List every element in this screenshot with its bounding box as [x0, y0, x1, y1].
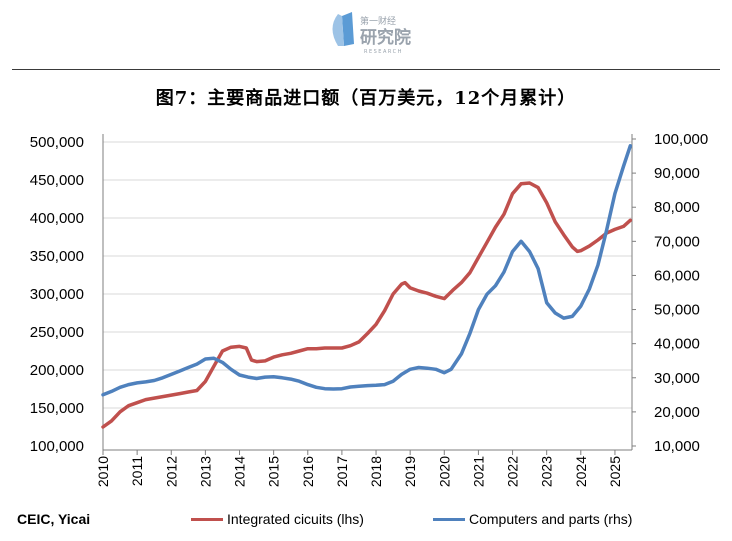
- y-tick-label-right: 90,000: [654, 165, 700, 182]
- y-tick-label-right: 80,000: [654, 199, 700, 216]
- x-tick-label: 2019: [402, 456, 418, 487]
- x-tick-label: 2018: [368, 456, 384, 487]
- y-tick-label-left: 450,000: [30, 172, 84, 189]
- x-tick-label: 2020: [436, 456, 452, 487]
- series-line-integrated-circuits: [101, 181, 633, 429]
- x-tick-label: 2010: [95, 456, 111, 487]
- yicai-research-logo: 第一财经 研究院 RESEARCH: [332, 12, 411, 55]
- y-tick-label-right: 50,000: [654, 302, 700, 319]
- legend-label-integrated-circuits: Integrated cicuits (lhs): [227, 511, 364, 527]
- legend-swatch-red: [191, 517, 223, 521]
- x-tick-label: 2011: [129, 456, 145, 486]
- logo-mark-icon: [332, 12, 354, 46]
- x-tick-label: 2024: [573, 456, 589, 487]
- source-label: CEIC, Yicai: [17, 511, 91, 527]
- y-tick-label-left: 250,000: [30, 324, 84, 341]
- x-tick-label: 2013: [197, 456, 213, 487]
- y-tick-label-right: 30,000: [654, 370, 700, 387]
- legend-label-computers-parts: Computers and parts (rhs): [469, 511, 633, 527]
- series-line-computers-parts: [101, 144, 633, 397]
- logo-text-main: 研究院: [360, 27, 411, 48]
- y-tick-label-right: 10,000: [654, 438, 700, 455]
- y-tick-label-right: 40,000: [654, 336, 700, 353]
- y-tick-label-right: 100,000: [654, 131, 708, 148]
- x-tick-label: 2021: [470, 456, 486, 487]
- y-tick-label-left: 300,000: [30, 286, 84, 303]
- logo-text-sub: RESEARCH: [364, 49, 403, 55]
- y-tick-label-right: 20,000: [654, 404, 700, 421]
- x-tick-label: 2017: [334, 456, 350, 487]
- y-tick-label-left: 100,000: [30, 438, 84, 455]
- chart-title: 图7：主要商品进口额（百万美元，12个月累计）: [155, 88, 577, 109]
- y-tick-label-left: 500,000: [30, 134, 84, 151]
- x-tick-label: 2016: [300, 456, 316, 487]
- x-tick-label: 2012: [163, 456, 179, 487]
- x-tick-label: 2022: [505, 456, 521, 487]
- legend-item-integrated-circuits: Integrated cicuits (lhs): [191, 511, 364, 527]
- y-tick-label-left: 400,000: [30, 210, 84, 227]
- y-tick-label-left: 350,000: [30, 248, 84, 265]
- x-tick-label: 2025: [607, 456, 623, 487]
- y-tick-label-left: 200,000: [30, 362, 84, 379]
- x-tick-label: 2015: [266, 456, 282, 487]
- legend-swatch-blue: [433, 517, 465, 521]
- y-tick-label-right: 70,000: [654, 233, 700, 250]
- y-tick-label-left: 150,000: [30, 400, 84, 417]
- x-tick-label: 2014: [232, 456, 248, 487]
- logo-text-top: 第一财经: [360, 15, 396, 27]
- header-divider: [12, 69, 720, 70]
- legend-item-computers-parts: Computers and parts (rhs): [433, 511, 632, 527]
- y-tick-label-right: 60,000: [654, 267, 700, 284]
- x-tick-label: 2023: [539, 456, 555, 487]
